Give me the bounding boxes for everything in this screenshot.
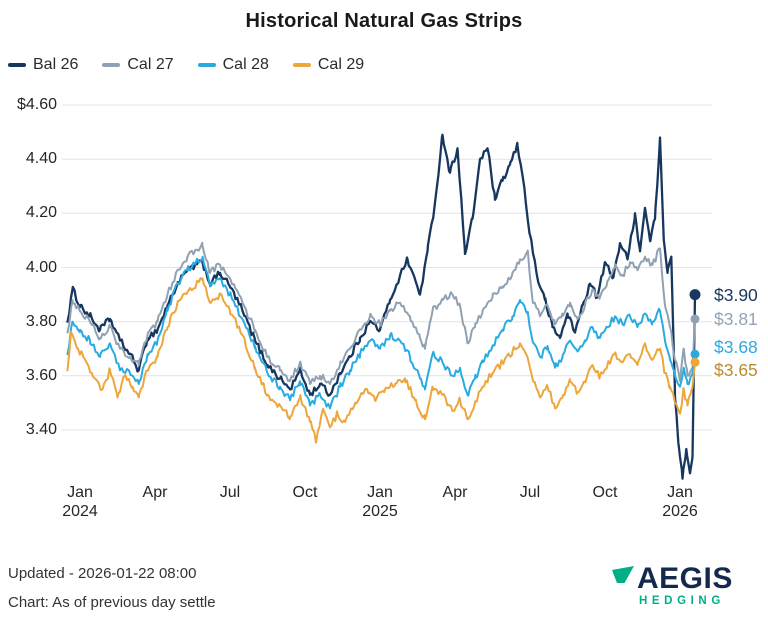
series-end-dot-bal-26[interactable] [689, 289, 701, 301]
legend-label: Bal 26 [33, 56, 79, 73]
chart-title: Historical Natural Gas Strips [245, 10, 523, 32]
x-axis-tick-label: Oct [592, 484, 618, 501]
logo-subtitle: HEDGING [639, 595, 725, 607]
logo-wordmark: AEGIS [637, 562, 733, 595]
x-axis-tick-label: Apr [142, 484, 168, 501]
series-end-dot-cal-29[interactable] [690, 357, 700, 367]
plot-area [62, 104, 712, 480]
x-axis-tick-label: Jul [519, 484, 541, 501]
series-end-dot-cal-28[interactable] [690, 349, 700, 359]
legend-swatch [292, 63, 311, 67]
x-axis-tick-label: Jan 2026 [662, 484, 698, 520]
logo-flag-icon [612, 566, 634, 583]
end-value-label-cal-28: $3.68 [714, 336, 758, 357]
end-value-label-bal-26: $3.90 [714, 284, 758, 305]
y-axis-tick-label: 4.20 [25, 204, 57, 222]
end-value-label-cal-27: $3.81 [714, 308, 758, 329]
legend-item: Bal 26 [8, 56, 78, 74]
y-axis-tick-label: 4.00 [25, 258, 57, 276]
x-axis-tick-label: Jul [219, 484, 241, 501]
series-line-cal-27[interactable] [66, 241, 696, 385]
y-axis-tick-label: 3.60 [25, 366, 57, 384]
x-axis-tick-label: Oct [292, 484, 318, 501]
legend-swatch [197, 63, 216, 67]
end-value-label-cal-29: $3.65 [714, 359, 758, 380]
y-axis-tick-label: $4.60 [16, 96, 57, 113]
legend-label: Cal 27 [127, 56, 174, 73]
legend-item: Cal 29 [292, 56, 365, 74]
y-axis-tick-label: 3.40 [25, 421, 57, 438]
series-line-cal-28[interactable] [66, 255, 696, 410]
x-axis-tick-label: Apr [442, 484, 468, 501]
legend: Bal 26 Cal 27 Cal 28 Cal 29 [8, 56, 364, 74]
y-axis-tick-label: 4.40 [25, 150, 57, 168]
x-axis-tick-label: Jan 2024 [62, 484, 98, 520]
legend-swatch [8, 63, 26, 67]
source-note: Chart: As of previous day settle [8, 594, 216, 611]
legend-label: Cal 29 [317, 56, 365, 73]
legend-swatch [102, 63, 121, 67]
aegis-logo: AEGIS HEDGING [612, 562, 762, 612]
legend-item: Cal 27 [102, 56, 174, 74]
legend-item: Cal 28 [197, 56, 269, 74]
series-line-cal-29[interactable] [66, 277, 696, 444]
updated-note: Updated - 2026-01-22 08:00 [8, 565, 197, 582]
y-axis-tick-label: 3.80 [25, 312, 57, 330]
series-end-dot-cal-27[interactable] [690, 314, 700, 324]
x-axis-tick-label: Jan 2025 [362, 484, 398, 520]
legend-label: Cal 28 [222, 56, 269, 73]
series-line-bal-26[interactable] [66, 133, 697, 480]
